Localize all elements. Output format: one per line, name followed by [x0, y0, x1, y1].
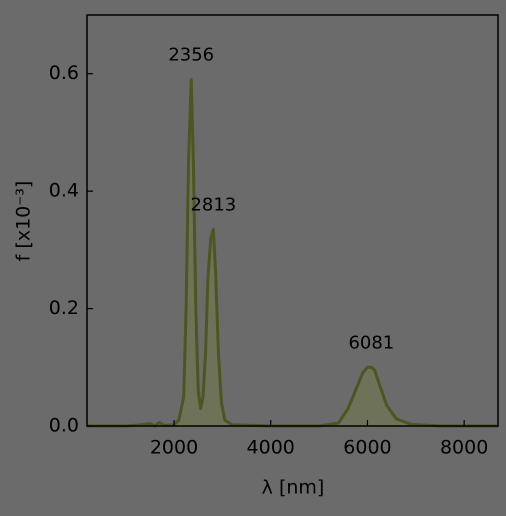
x-tick-label: 6000 — [343, 437, 391, 459]
y-axis-label: f [x10⁻³] — [13, 181, 35, 262]
y-tick-label: 0.2 — [49, 297, 79, 319]
x-tick-label: 2000 — [150, 437, 198, 459]
y-tick-label: 0.4 — [49, 180, 79, 202]
peak-annotation: 6081 — [348, 332, 394, 353]
peak-annotation: 2813 — [190, 194, 236, 215]
x-axis-label: λ [nm] — [262, 477, 325, 499]
x-tick-label: 8000 — [440, 437, 488, 459]
x-tick-label: 4000 — [247, 437, 295, 459]
y-tick-label: 0.0 — [49, 415, 79, 437]
plot-frame — [86, 14, 499, 427]
line — [87, 78, 498, 428]
peak-annotation: 2356 — [168, 45, 214, 66]
y-tick-label: 0.6 — [49, 62, 79, 84]
